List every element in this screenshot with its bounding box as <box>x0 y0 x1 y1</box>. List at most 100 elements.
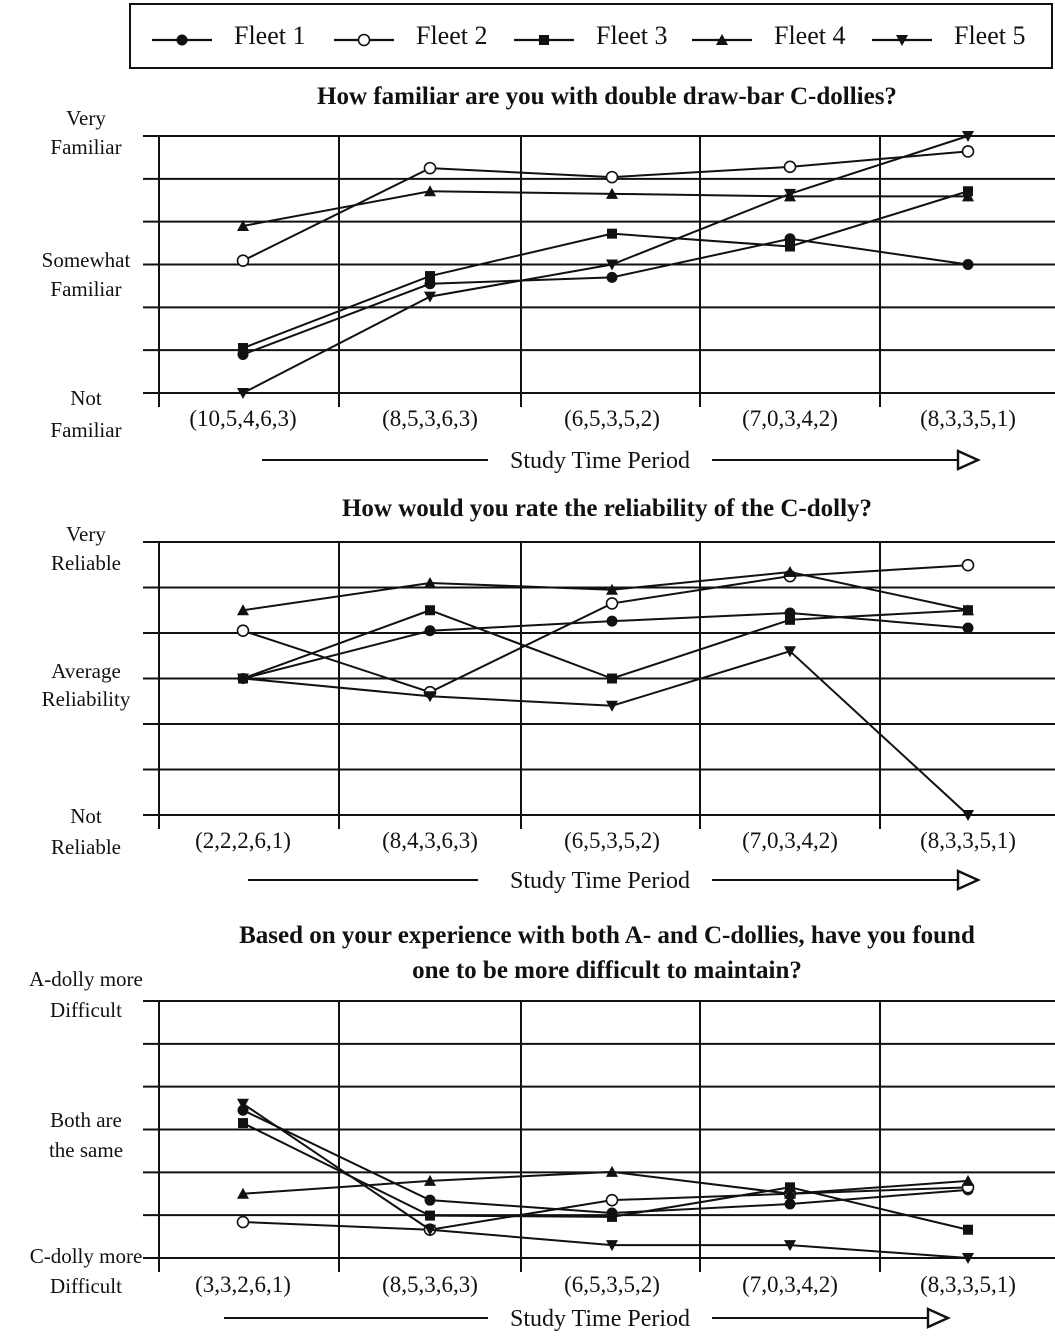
y-level-label: Familiar <box>50 135 121 159</box>
legend-entry-2: Fleet 2 <box>334 21 488 50</box>
data-point <box>784 1240 796 1252</box>
legend-entry-4: Fleet 4 <box>692 21 846 50</box>
series-fleet-3 <box>238 605 973 684</box>
series-fleet-3 <box>238 1118 973 1235</box>
y-level-label: Reliable <box>51 551 121 575</box>
chart-title: How familiar are you with double draw-ba… <box>317 83 897 110</box>
legend-marker-filled-square <box>539 35 549 45</box>
x-tick-label: (6,5,3,5,2) <box>564 1272 660 1297</box>
data-point <box>236 624 250 638</box>
data-point <box>605 597 619 610</box>
chart-panel-1: How familiar are you with double draw-ba… <box>42 83 1055 474</box>
x-tick-label: (2,2,2,6,1) <box>195 828 291 853</box>
x-axis-arrowhead <box>956 869 981 891</box>
data-point <box>962 622 974 634</box>
y-level-label: Average <box>51 659 121 683</box>
series-fleet-4 <box>237 566 974 616</box>
data-point <box>424 291 436 303</box>
chart-panel-2: How would you rate the reliability of th… <box>42 495 1055 894</box>
data-point <box>238 343 248 354</box>
data-point <box>607 673 617 684</box>
data-point <box>237 388 249 399</box>
y-level-label: Familiar <box>50 418 121 442</box>
data-point <box>424 576 436 588</box>
data-point <box>425 605 435 616</box>
data-point <box>962 810 974 821</box>
data-point <box>961 558 975 572</box>
legend-label: Fleet 1 <box>234 21 306 50</box>
data-point <box>784 1187 796 1199</box>
data-point <box>237 1187 249 1199</box>
data-point <box>606 259 618 271</box>
series-fleet-5 <box>237 646 974 821</box>
data-point <box>784 646 796 658</box>
y-level-label: the same <box>49 1138 123 1162</box>
x-axis-label: Study Time Period <box>510 448 690 474</box>
data-point <box>424 1174 436 1186</box>
legend-marker-up-triangle <box>716 34 728 45</box>
series-line <box>242 1109 969 1215</box>
x-tick-label: (10,5,4,6,3) <box>189 406 296 431</box>
data-point <box>606 1165 618 1177</box>
chart-title-line: one to be more difficult to maintain? <box>412 957 802 984</box>
y-level-label: Difficult <box>50 1274 122 1298</box>
series-fleet-4 <box>237 185 974 231</box>
chart-title-line: Based on your experience with both A- an… <box>239 922 975 949</box>
data-point <box>962 190 974 202</box>
data-point <box>425 1210 435 1221</box>
data-point <box>237 219 249 231</box>
data-point <box>236 1215 250 1229</box>
data-point <box>607 1211 617 1222</box>
data-point <box>606 583 618 595</box>
data-point <box>236 254 250 267</box>
series-fleet-5 <box>237 1098 974 1264</box>
data-point <box>785 1182 795 1193</box>
data-point <box>424 1224 436 1236</box>
y-level-label: A-dolly more <box>29 967 143 991</box>
data-point <box>605 170 619 184</box>
x-tick-label: (6,5,3,5,2) <box>564 828 660 853</box>
x-axis-label: Study Time Period <box>510 1306 690 1332</box>
data-point <box>961 145 975 158</box>
series-line <box>242 1186 969 1231</box>
series-line <box>242 1102 969 1259</box>
x-tick-label: (7,0,3,4,2) <box>742 828 838 853</box>
data-point <box>606 1240 618 1252</box>
series-line <box>242 564 969 694</box>
data-point <box>606 187 618 199</box>
x-tick-label: (7,0,3,4,2) <box>742 406 838 431</box>
series-fleet-1 <box>237 233 974 360</box>
data-point <box>784 1198 796 1210</box>
data-point <box>424 1194 436 1206</box>
data-point <box>962 604 974 616</box>
data-point <box>423 161 437 175</box>
y-level-label: Reliability <box>42 687 131 711</box>
series-fleet-5 <box>237 131 974 399</box>
data-point <box>607 228 617 239</box>
x-tick-label: (8,5,3,6,3) <box>382 1272 478 1297</box>
data-point <box>606 700 618 712</box>
data-point <box>237 1104 249 1116</box>
series-line <box>242 190 969 349</box>
data-point <box>962 259 974 270</box>
data-point <box>783 160 797 174</box>
y-level-label: Very <box>66 522 106 546</box>
data-point <box>785 614 795 625</box>
legend-label: Fleet 5 <box>954 21 1026 50</box>
x-tick-label: (8,3,3,5,1) <box>920 828 1016 853</box>
y-level-label: Very <box>66 106 106 130</box>
x-tick-label: (8,3,3,5,1) <box>920 406 1016 431</box>
y-level-label: Somewhat <box>42 248 131 272</box>
x-tick-label: (3,3,2,6,1) <box>195 1272 291 1297</box>
legend-marker-filled-circle <box>176 34 188 46</box>
data-point <box>424 185 436 197</box>
series-line <box>242 611 969 680</box>
data-point <box>962 1174 974 1186</box>
x-tick-label: (7,0,3,4,2) <box>742 1272 838 1297</box>
y-level-label: Not <box>70 386 102 410</box>
data-point <box>425 271 435 282</box>
chart-title: How would you rate the reliability of th… <box>342 495 872 522</box>
series-fleet-2 <box>236 145 975 267</box>
x-tick-label: (6,5,3,5,2) <box>564 406 660 431</box>
